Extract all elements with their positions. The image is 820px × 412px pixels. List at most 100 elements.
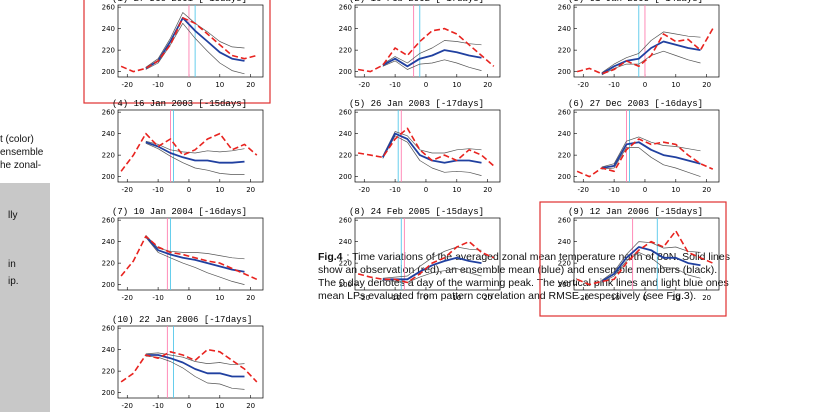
series-line xyxy=(601,40,701,75)
y-tick-label: 260 xyxy=(102,4,115,12)
x-tick-label: 0 xyxy=(424,186,428,194)
x-tick-label: -10 xyxy=(152,294,163,302)
x-tick-label: -20 xyxy=(578,294,589,302)
y-tick-label: 220 xyxy=(339,47,352,55)
y-tick-label: 240 xyxy=(558,25,571,33)
x-tick-label: 10 xyxy=(452,81,461,89)
y-tick-label: 240 xyxy=(339,25,352,33)
y-tick-label: 200 xyxy=(558,281,571,289)
y-tick-label: 260 xyxy=(558,4,571,12)
x-tick-label: 10 xyxy=(215,81,224,89)
y-tick-label: 220 xyxy=(102,152,115,160)
series-line xyxy=(357,240,495,284)
x-tick-label: 0 xyxy=(187,402,191,410)
x-tick-label: -20 xyxy=(122,402,133,410)
side-text: t (color) xyxy=(0,134,34,145)
series-line xyxy=(382,131,482,157)
y-tick-label: 260 xyxy=(558,109,571,117)
series-line xyxy=(120,348,258,383)
side-box-text: lly xyxy=(8,210,17,221)
caption-line: mean LPs evaluated from pattern correlat… xyxy=(318,290,696,302)
x-tick-label: 20 xyxy=(483,294,492,302)
y-tick-label: 200 xyxy=(558,68,571,76)
y-tick-label: 240 xyxy=(102,25,115,33)
y-tick-label: 260 xyxy=(558,217,571,225)
series-line xyxy=(382,59,482,71)
series-line xyxy=(145,140,245,154)
series-line xyxy=(601,141,701,169)
series-line xyxy=(576,230,714,286)
panel-title: (10) 22 Jan 2006 [-17days] xyxy=(112,315,252,325)
y-tick-label: 220 xyxy=(558,152,571,160)
series-line xyxy=(145,237,245,285)
x-tick-label: 0 xyxy=(643,294,647,302)
y-tick-label: 200 xyxy=(102,389,115,397)
x-tick-label: -10 xyxy=(389,186,400,194)
series-line xyxy=(601,136,701,168)
y-tick-label: 240 xyxy=(558,130,571,138)
series-line xyxy=(357,27,495,73)
y-tick-label: 260 xyxy=(102,109,115,117)
x-tick-label: 0 xyxy=(187,294,191,302)
y-tick-label: 260 xyxy=(339,109,352,117)
plot-frame xyxy=(573,217,720,291)
x-tick-label: 20 xyxy=(483,81,492,89)
plot-frame xyxy=(573,4,720,78)
x-tick-label: -20 xyxy=(122,294,133,302)
x-tick-label: 10 xyxy=(215,402,224,410)
y-tick-label: 220 xyxy=(102,47,115,55)
side-box xyxy=(0,183,50,412)
x-tick-label: 10 xyxy=(452,294,461,302)
series-line xyxy=(145,355,245,390)
x-tick-label: -10 xyxy=(152,402,163,410)
x-tick-label: -20 xyxy=(359,186,370,194)
y-tick-label: 260 xyxy=(339,4,352,12)
y-tick-label: 200 xyxy=(102,281,115,289)
series-line xyxy=(145,234,245,260)
y-tick-label: 200 xyxy=(339,173,352,181)
series-line xyxy=(382,246,482,279)
series-line xyxy=(145,141,245,164)
x-tick-label: 20 xyxy=(702,81,711,89)
panel-title: (5) 26 Jan 2003 [-17days] xyxy=(349,99,484,109)
series-line xyxy=(382,135,482,176)
x-tick-label: 0 xyxy=(187,186,191,194)
x-tick-label: 10 xyxy=(452,186,461,194)
x-tick-label: 0 xyxy=(424,81,428,89)
y-tick-label: 220 xyxy=(558,260,571,268)
series-line xyxy=(601,147,701,177)
panel-title: (8) 24 Feb 2005 [-15days] xyxy=(349,207,484,217)
y-tick-label: 220 xyxy=(102,260,115,268)
y-tick-label: 240 xyxy=(102,346,115,354)
x-tick-label: 20 xyxy=(483,186,492,194)
x-tick-label: 20 xyxy=(246,294,255,302)
x-tick-label: 10 xyxy=(671,81,680,89)
series-line xyxy=(601,252,701,283)
x-tick-label: 20 xyxy=(246,186,255,194)
plot-frame xyxy=(354,217,501,291)
plot-frame xyxy=(117,4,264,78)
x-tick-label: 10 xyxy=(671,294,680,302)
y-tick-label: 240 xyxy=(339,238,352,246)
series-line xyxy=(120,235,258,281)
panel-title: (4) 16 Jan 2003 [-15days] xyxy=(112,99,247,109)
x-tick-label: 20 xyxy=(702,294,711,302)
x-tick-label: 0 xyxy=(424,294,428,302)
y-tick-label: 260 xyxy=(339,217,352,225)
series-line xyxy=(145,352,245,366)
caption-text: ; Time variations of the averaged zonal … xyxy=(347,251,730,263)
side-text: he zonal- xyxy=(0,160,41,171)
series-line xyxy=(576,28,714,75)
x-tick-label: -20 xyxy=(359,294,370,302)
side-text: ensemble xyxy=(0,147,44,158)
plot-frame xyxy=(117,109,264,183)
panel-title: (3) 01 Jan 2003 [-14days] xyxy=(568,0,703,4)
side-box-text: ip. xyxy=(8,276,19,287)
x-tick-label: 10 xyxy=(215,186,224,194)
y-tick-label: 240 xyxy=(558,238,571,246)
y-tick-label: 260 xyxy=(102,325,115,333)
series-line xyxy=(120,132,258,172)
series-line xyxy=(601,31,701,73)
